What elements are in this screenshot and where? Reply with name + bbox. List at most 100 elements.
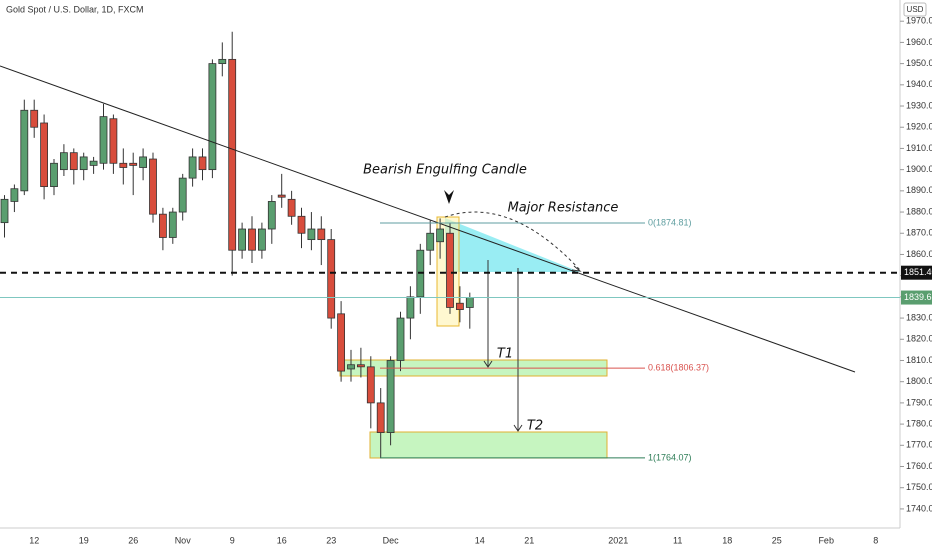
price-badge — [901, 290, 932, 305]
t1-arrowhead — [483, 360, 493, 368]
candle-body — [386, 360, 395, 433]
candle-body — [129, 162, 138, 166]
fib-label: 0(1874.81) — [648, 217, 692, 227]
candle-body — [297, 215, 306, 234]
candle-body — [337, 313, 346, 372]
projection-arc — [444, 211, 581, 271]
x-tick-label: Dec — [383, 535, 400, 545]
y-tick-label: 1830.00 — [906, 312, 932, 322]
annotation: T2 — [527, 419, 543, 434]
resistance-triangle — [445, 218, 580, 272]
candle-body — [149, 158, 157, 215]
y-tick-label: 1760.00 — [906, 461, 932, 471]
y-tick-label: 1750.00 — [906, 482, 932, 492]
candle-body — [139, 156, 148, 168]
candle-body — [356, 364, 365, 368]
x-tick-label: 19 — [79, 535, 89, 545]
trendline — [0, 65, 856, 373]
candle-body — [436, 228, 445, 243]
candle-body — [89, 160, 98, 166]
price-badge — [901, 265, 932, 280]
fib-label: 0.618(1806.37) — [648, 363, 709, 373]
candle-body — [69, 152, 78, 171]
x-tick-label: 8 — [873, 535, 878, 545]
x-tick-label: 18 — [722, 535, 732, 545]
y-tick-label: 1950.00 — [906, 58, 932, 68]
candle-body — [60, 152, 68, 171]
candle-body — [0, 198, 9, 224]
annotation: T1 — [497, 347, 513, 362]
y-tick-label: 1970.00 — [906, 16, 932, 26]
annotation: Bearish Engulfing Candle — [363, 163, 527, 178]
candle-body — [50, 162, 58, 188]
x-tick-label: 14 — [475, 535, 485, 545]
x-tick-label: Nov — [175, 535, 192, 545]
candle-body — [109, 118, 118, 164]
y-tick-label: 1790.00 — [906, 397, 932, 407]
last-price-label: 1839.68 — [904, 292, 932, 302]
y-tick-label: 1940.00 — [906, 79, 932, 89]
y-tick-label: 1920.00 — [906, 122, 932, 132]
x-tick-label: Feb — [818, 535, 834, 545]
x-tick-label: 16 — [277, 535, 287, 545]
candle-body — [198, 156, 207, 171]
candle-body — [267, 201, 276, 230]
x-tick-label: 9 — [230, 535, 235, 545]
currency-badge — [903, 2, 927, 17]
candle-body — [168, 211, 177, 238]
candle-body — [455, 302, 464, 310]
candle-body — [317, 228, 326, 241]
y-tick-label: 1770.00 — [906, 440, 932, 450]
candle-body — [406, 296, 415, 319]
candle-body — [178, 177, 187, 213]
t2-arrowhead — [513, 424, 523, 432]
candle-body — [40, 122, 48, 188]
x-tick-label: 25 — [772, 535, 782, 545]
candle-body — [30, 109, 39, 128]
candle-body — [99, 116, 108, 164]
x-tick-label: 11 — [673, 535, 682, 545]
chart-title: Gold Spot / U.S. Dollar, 1D, FXCM — [6, 4, 144, 14]
annotation: Major Resistance — [508, 201, 619, 216]
y-tick-label: 1860.00 — [906, 249, 932, 259]
x-tick-label: 12 — [29, 535, 39, 545]
y-tick-label: 1780.00 — [906, 418, 932, 428]
candle-body — [257, 228, 266, 251]
y-tick-label: 1900.00 — [906, 164, 932, 174]
candle-body — [396, 317, 405, 361]
candle-body — [119, 162, 128, 168]
x-tick-label: 26 — [128, 535, 138, 545]
y-tick-label: 1960.00 — [906, 37, 932, 47]
candle-body — [20, 109, 29, 192]
x-tick-label: 21 — [524, 535, 534, 545]
candle-body — [446, 232, 454, 308]
down-marker — [444, 190, 454, 204]
candle-body — [307, 228, 316, 241]
x-tick-label: 2021 — [608, 535, 628, 545]
x-tick-label: 23 — [326, 535, 336, 545]
candle-body — [327, 239, 336, 319]
currency: USD — [907, 5, 924, 14]
candle-body — [228, 58, 237, 251]
y-tick-label: 1740.00 — [906, 503, 932, 513]
resistance-label: 1851.40 — [904, 267, 932, 277]
candle-body — [376, 402, 385, 433]
arc-arrowhead — [571, 265, 582, 272]
candle-body — [188, 156, 197, 179]
y-tick-label: 1820.00 — [906, 334, 932, 344]
candle-body — [218, 58, 227, 65]
y-tick-label: 1800.00 — [906, 376, 932, 386]
candle-body — [277, 194, 286, 198]
candle-body — [158, 213, 167, 238]
y-tick-label: 1880.00 — [906, 206, 932, 216]
candle-body — [10, 188, 19, 202]
y-tick-label: 1890.00 — [906, 185, 932, 195]
candle-body — [426, 232, 435, 251]
candle-body — [347, 364, 355, 370]
fib-label: 1(1764.07) — [648, 452, 692, 462]
t2-zone — [369, 431, 608, 459]
y-tick-label: 1810.00 — [906, 355, 932, 365]
candle-body — [79, 156, 88, 171]
candle-body — [238, 228, 247, 251]
